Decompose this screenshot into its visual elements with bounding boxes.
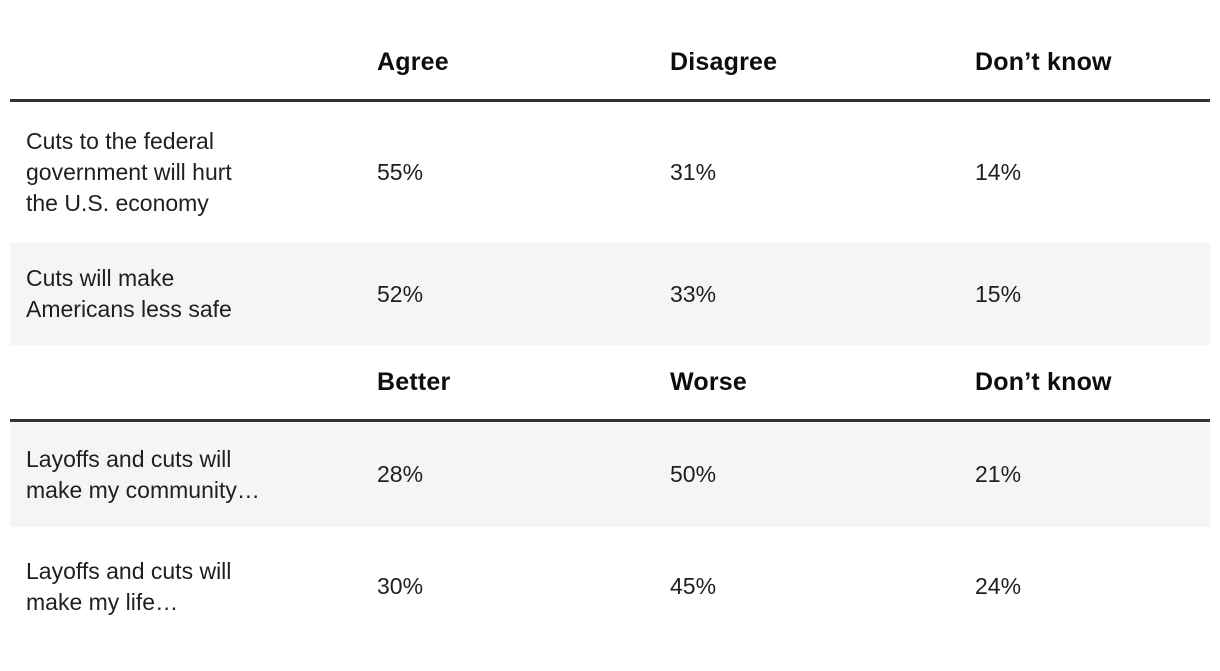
value-cell-dont-know: 15% — [975, 280, 1022, 307]
question-cell: Cuts will make Americans less safe — [26, 265, 232, 322]
question-cell: Cuts to the federal government will hurt… — [26, 128, 232, 216]
value-cell-dont-know: 21% — [975, 461, 1022, 487]
value-cell-worse: 45% — [670, 573, 717, 599]
value-cell-worse: 50% — [670, 461, 717, 487]
table-row-safety: Cuts will make Americans less safe 52% 3… — [10, 243, 1210, 345]
value-cell-better: 30% — [377, 573, 424, 599]
value-cell-disagree: 33% — [670, 280, 717, 307]
table-row-community: Layoffs and cuts will make my community…… — [10, 422, 1210, 527]
column-header-better: Better — [377, 367, 451, 396]
survey-results-table: Agree Disagree Don’t know Cuts to the fe… — [10, 25, 1210, 646]
table-row-economy: Cuts to the federal government will hurt… — [10, 102, 1210, 243]
table-row-life: Layoffs and cuts will make my life… 30% … — [10, 527, 1210, 646]
question-cell: Layoffs and cuts will make my community… — [26, 445, 260, 503]
column-header-dont-know-2: Don’t know — [975, 367, 1112, 396]
value-cell-better: 28% — [377, 461, 424, 487]
value-cell-dont-know: 14% — [975, 159, 1022, 185]
column-header-dont-know-1: Don’t know — [975, 47, 1112, 76]
question-cell: Layoffs and cuts will make my life… — [26, 557, 232, 615]
header-row-agree-disagree: Agree Disagree Don’t know — [10, 25, 1210, 102]
value-cell-disagree: 31% — [670, 159, 717, 185]
value-cell-agree: 55% — [377, 159, 424, 185]
column-header-agree: Agree — [377, 47, 449, 76]
value-cell-agree: 52% — [377, 280, 424, 307]
header-row-better-worse: Better Worse Don’t know — [10, 345, 1210, 422]
value-cell-dont-know: 24% — [975, 573, 1022, 599]
column-header-worse: Worse — [670, 367, 747, 396]
column-header-disagree: Disagree — [670, 47, 778, 76]
